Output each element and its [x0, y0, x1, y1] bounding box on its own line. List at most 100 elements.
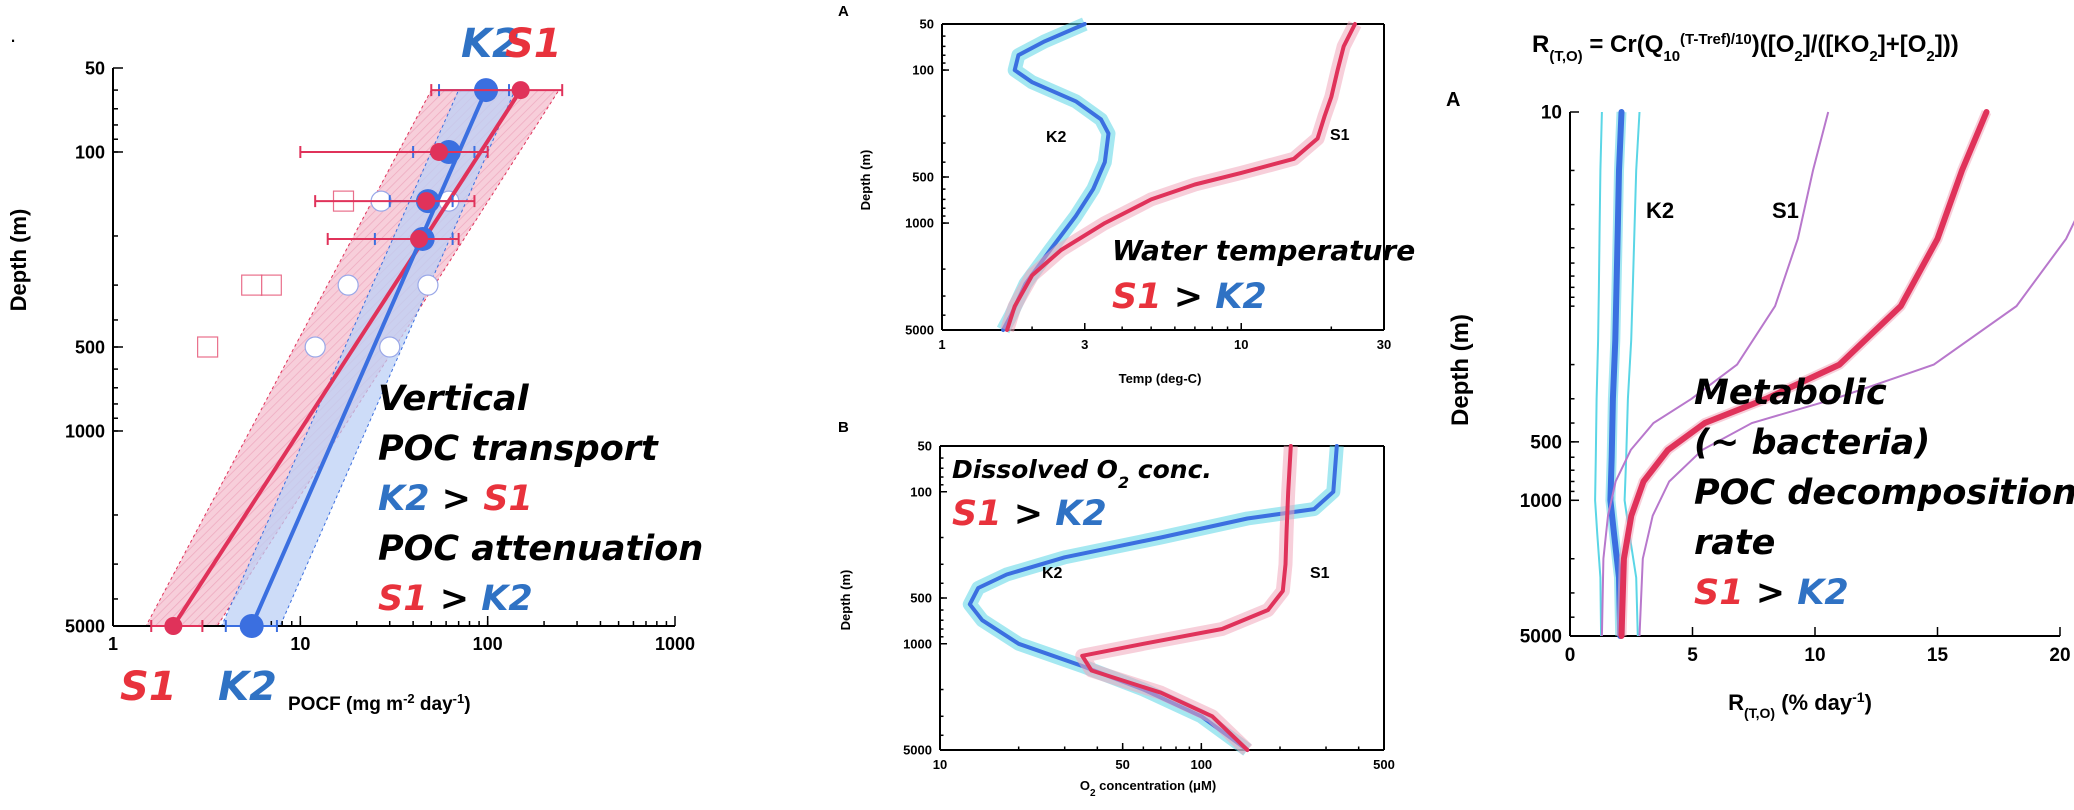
open-circle-marker	[379, 336, 401, 358]
oxygen-chart: B 10 50 100 500 50 100 500 1000 5000 Depth (m) O…	[838, 419, 1395, 799]
profile-line-k2	[1607, 109, 1625, 639]
temp-series	[996, 17, 1362, 334]
ann-o2-compare: S1 > K2	[952, 494, 1107, 534]
y-tick-label: 500	[75, 337, 105, 357]
profile-line-s1	[1005, 22, 1357, 332]
eq-end: ]))	[1935, 31, 1959, 58]
ann-temp-compare: S1 > K2	[1112, 277, 1267, 317]
eq-mid2: ]+[O	[1878, 31, 1927, 58]
envelope-line-k2	[1623, 111, 1641, 637]
uncertainty-halo-k2	[996, 17, 1116, 334]
o2-label-k2: K2	[1042, 565, 1063, 582]
eq-main: = Cr(Q	[1583, 31, 1664, 58]
ann-gt-2: >	[428, 579, 482, 619]
open-square-marker	[241, 274, 263, 296]
x-tick-label: 10	[1234, 337, 1248, 352]
y-tick-label: 1000	[903, 636, 932, 651]
y-tick-label: 5000	[65, 616, 105, 636]
envelope-line-s1	[1638, 220, 2074, 637]
y-tick-label: 1000	[1520, 491, 1562, 512]
x-tick-label: 3	[1081, 337, 1088, 352]
ann-o2-gt: >	[1002, 494, 1056, 534]
ann-temp-gt: >	[1162, 277, 1216, 317]
data-point-s1	[417, 192, 436, 211]
ann-rate-s1: S1	[1694, 573, 1744, 613]
ann-s1: S1	[483, 479, 533, 519]
eq-r: R	[1532, 31, 1549, 58]
x-tick-label: 100	[1190, 757, 1212, 772]
data-point-s1	[164, 617, 183, 635]
decomposition-rate-chart: R(T,O) = Cr(Q10(T-Tref)/10)([O2]/([KO2]+…	[1446, 31, 2074, 721]
rate-xlabel-sup: -1	[1852, 689, 1865, 705]
rate-annotation: Metabolic (~ bacteria) POC decomposition…	[1694, 373, 2074, 613]
x-tick-label: 10	[1804, 645, 1825, 666]
ann-o2-k2: K2	[1055, 494, 1106, 534]
pocf-bottom-label-k2: K2	[218, 664, 277, 710]
rate-xlabel-sub: (T,O)	[1744, 705, 1775, 721]
x-tick-label: 15	[1927, 645, 1949, 666]
pocf-top-label-k2: K2	[461, 21, 520, 67]
temp-panel-label: A	[838, 3, 849, 20]
regression-line-k2	[249, 89, 488, 627]
open-circle-marker	[304, 336, 326, 358]
x-tick-label: 10	[933, 757, 947, 772]
o2-series	[962, 444, 1344, 756]
profile-line-s1	[1618, 109, 1990, 639]
pocf-axes: 1 10 100 1000 50 100 500 1000 5000	[65, 58, 695, 654]
ann-bacteria: (~ bacteria)	[1694, 423, 1930, 463]
temp-y-axis-title: Depth (m)	[858, 150, 873, 211]
ann-transport-compare: K2 > S1	[378, 479, 533, 519]
open-circle-marker	[337, 274, 359, 296]
eq-o2b-sub: 2	[1926, 48, 1934, 65]
temp-label-s1: S1	[1330, 127, 1350, 144]
x-tick-label: 1	[108, 634, 118, 654]
open-square-marker	[260, 274, 282, 296]
x-tick-label: 1000	[655, 634, 695, 654]
y-tick-label: 5000	[1520, 627, 1562, 648]
ann-temp-k2: K2	[1215, 277, 1266, 317]
pocf-annotation: Vertical POC transport K2 > S1 POC atten…	[378, 379, 703, 619]
y-tick-label: 500	[1530, 433, 1562, 454]
data-point-s1	[511, 81, 530, 100]
temp-axes: 1 3 10 30 50 100 500 1000 5000	[905, 17, 1391, 352]
x-tick-label: 5	[1687, 645, 1698, 666]
pocf-chart: 1 10 100 1000 50 100 500 1000 5000 Depth (m) POC…	[6, 21, 703, 715]
ann-k2-2: K2	[481, 579, 532, 619]
y-tick-label: 50	[918, 439, 932, 454]
ann-gt: >	[429, 479, 483, 519]
y-tick-label: 50	[920, 17, 934, 32]
corner-mark: .	[10, 22, 16, 47]
data-point-s1	[410, 229, 429, 248]
o2-label-s1: S1	[1310, 565, 1330, 582]
y-tick-label: 1000	[65, 421, 105, 441]
ann-rate-gt: >	[1744, 573, 1798, 613]
ann-k2: K2	[378, 479, 429, 519]
ann-attenuation-compare: S1 > K2	[378, 579, 533, 619]
pocf-xlabel-end: )	[464, 694, 470, 715]
data-point-k2	[239, 614, 264, 638]
ann-o2-s1: S1	[952, 494, 1002, 534]
pocf-y-axis-title: Depth (m)	[6, 209, 31, 312]
y-tick-label: 50	[85, 58, 105, 78]
temp-label-k2: K2	[1046, 129, 1067, 146]
ann-poc-decomposition: POC decomposition	[1694, 473, 2074, 513]
rate-xlabel-main: R	[1728, 690, 1744, 715]
ann-metabolic: Metabolic	[1694, 373, 1887, 413]
regression-line-s1	[171, 89, 523, 628]
o2-xlabel-sub: 2	[1090, 788, 1096, 799]
profile-line-s1	[1080, 444, 1293, 752]
eq-q-sub: 10	[1663, 48, 1680, 65]
ann-dissolved: Dissolved O2 conc.	[952, 455, 1212, 492]
rate-equation: R(T,O) = Cr(Q10(T-Tref)/10)([O2]/([KO2]+…	[1532, 31, 1959, 65]
rate-xlabel-end: (% day	[1775, 690, 1853, 715]
y-tick-label: 100	[75, 142, 105, 162]
y-tick-label: 10	[1541, 103, 1562, 124]
pocf-series	[150, 78, 564, 638]
o2-x-axis-title: O2 concentration (μM)	[1080, 778, 1216, 799]
y-tick-label: 500	[912, 170, 934, 185]
pocf-xlabel-sup: -2	[403, 691, 415, 706]
rate-series	[1594, 109, 2074, 639]
rate-label-k2: K2	[1646, 198, 1674, 223]
o2-y-axis-title: Depth (m)	[838, 570, 853, 631]
pocf-xlabel-main: POCF (mg m	[288, 694, 403, 715]
